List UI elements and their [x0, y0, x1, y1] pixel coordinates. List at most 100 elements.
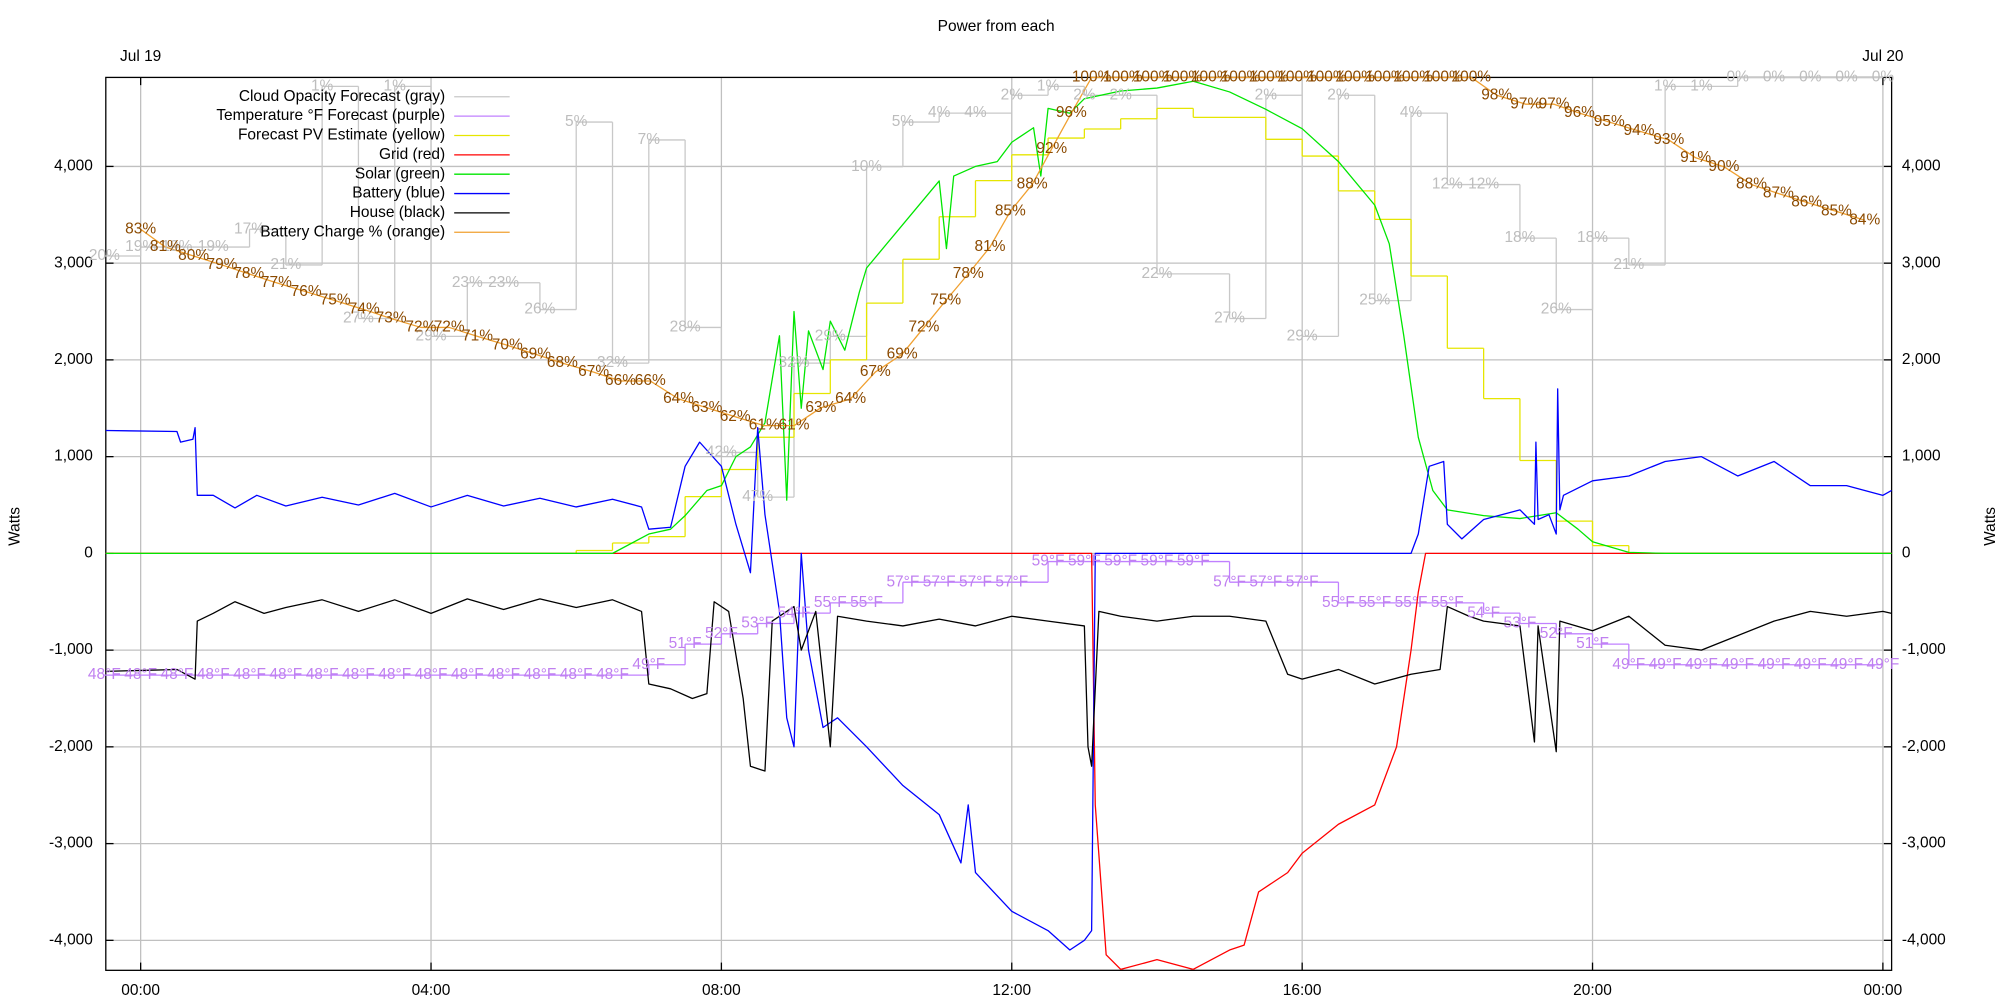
value-label: 79% — [206, 256, 237, 273]
value-label: 55°F — [1358, 594, 1391, 611]
value-label: 53°F — [741, 615, 774, 632]
value-label: 12% — [1468, 176, 1499, 193]
value-label: 32% — [779, 354, 810, 371]
series-4 — [105, 80, 1892, 555]
value-label: 29% — [815, 327, 846, 344]
value-label: 88% — [1017, 176, 1048, 193]
value-label: 62% — [720, 408, 751, 425]
value-label: 72% — [434, 319, 465, 336]
legend-label: Forecast PV Estimate (yellow) — [238, 127, 445, 144]
value-label: 92% — [1036, 140, 1067, 157]
value-label: 48°F — [596, 666, 629, 683]
x-tick-label: 00:00 — [1864, 982, 1903, 999]
value-label: 72% — [908, 319, 939, 336]
value-label: 76% — [291, 283, 322, 300]
value-label: 0% — [1872, 69, 1895, 86]
y2-tick-label: -2,000 — [1902, 738, 1946, 755]
series-5 — [105, 388, 1892, 951]
value-label: 10% — [851, 158, 882, 175]
value-label: 63% — [805, 399, 836, 416]
value-label: 55°F — [1322, 594, 1355, 611]
value-label: 94% — [1624, 122, 1655, 139]
value-label: 55°F — [814, 594, 847, 611]
plot-frame — [105, 76, 1893, 971]
value-label: 69% — [520, 345, 551, 362]
value-label: 80% — [178, 247, 209, 264]
value-label: 27% — [343, 310, 374, 327]
value-label: 100% — [1133, 69, 1173, 86]
value-label: 73% — [376, 310, 407, 327]
value-label: 85% — [1821, 202, 1852, 219]
value-label: 23% — [488, 274, 519, 291]
value-label: 47% — [742, 488, 773, 505]
value-label: 1% — [384, 77, 407, 94]
value-label: 57°F — [1213, 573, 1246, 590]
value-label: 96% — [1056, 104, 1087, 121]
value-label: 26% — [524, 301, 555, 318]
y2-tick-label: 4,000 — [1902, 158, 1941, 175]
value-label: 2% — [1327, 86, 1350, 103]
y2-tick-label: -4,000 — [1902, 931, 1946, 948]
value-label: 70% — [492, 336, 523, 353]
value-label: 19% — [198, 238, 229, 255]
value-label: 83% — [125, 220, 156, 237]
value-label: 49°F — [1758, 656, 1791, 673]
value-label: 48°F — [161, 666, 194, 683]
value-label: 32% — [597, 354, 628, 371]
value-label: 100% — [1393, 69, 1433, 86]
value-label: 18% — [1577, 229, 1608, 246]
value-label: 57°F — [923, 573, 956, 590]
value-label: 57°F — [1249, 573, 1282, 590]
value-label: 0% — [1727, 69, 1750, 86]
value-label: 75% — [320, 292, 351, 309]
value-label: 48°F — [88, 666, 121, 683]
value-label: 57°F — [886, 573, 919, 590]
value-label: 1% — [311, 77, 334, 94]
value-label: 1% — [1654, 77, 1677, 94]
value-label: 88% — [1736, 176, 1767, 193]
value-label: 27% — [1214, 310, 1245, 327]
value-label: 21% — [270, 256, 301, 273]
value-label: 28% — [670, 319, 701, 336]
series-0 — [104, 76, 1883, 498]
value-label: 75% — [930, 292, 961, 309]
value-label: 0% — [1835, 69, 1858, 86]
value-label: 61% — [749, 417, 780, 434]
value-label: 29% — [416, 327, 447, 344]
value-label: 2% — [1001, 86, 1024, 103]
value-label: 48°F — [487, 666, 520, 683]
value-label: 74% — [349, 301, 380, 318]
chart-title: Power from each — [938, 18, 1055, 35]
value-label: 100% — [1072, 69, 1112, 86]
legend-label: Temperature °F Forecast (purple) — [216, 107, 445, 124]
series-line — [105, 80, 1892, 555]
value-label: 48°F — [560, 666, 593, 683]
value-label: 4% — [928, 104, 951, 121]
value-label: 77% — [261, 274, 292, 291]
series-line — [105, 598, 1892, 772]
value-label: 48°F — [269, 666, 302, 683]
y2-tick-label: -1,000 — [1902, 641, 1946, 658]
value-label: 48°F — [342, 666, 375, 683]
value-label: 48°F — [197, 666, 230, 683]
value-label: 2% — [1073, 86, 1096, 103]
value-label: 81% — [975, 238, 1006, 255]
value-label: 29% — [1287, 327, 1318, 344]
value-label: 48°F — [451, 666, 484, 683]
value-label: 4% — [1400, 104, 1423, 121]
series-line — [105, 552, 1892, 970]
value-label: 100% — [1221, 69, 1261, 86]
value-label: 57°F — [959, 573, 992, 590]
value-label: 61% — [779, 417, 810, 434]
value-label: 52°F — [1540, 625, 1573, 642]
series-1 — [104, 560, 1883, 676]
value-label: 52°F — [705, 625, 738, 642]
x-tick-label: 20:00 — [1573, 982, 1612, 999]
value-label: 5% — [892, 113, 915, 130]
series-line — [105, 388, 1892, 951]
value-label: 100% — [1452, 69, 1492, 86]
value-label: 57°F — [995, 573, 1028, 590]
value-label: 55°F — [1395, 594, 1428, 611]
